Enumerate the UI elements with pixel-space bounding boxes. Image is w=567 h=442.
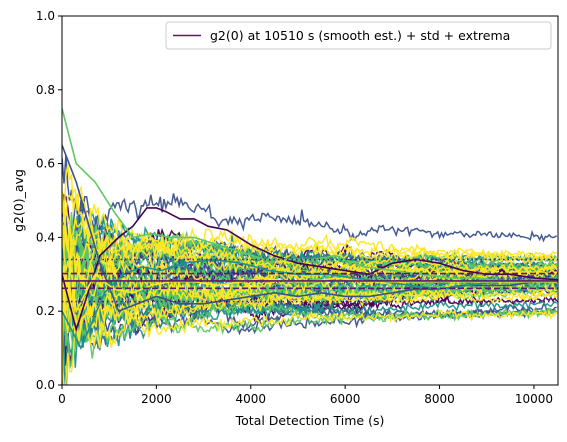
x-axis-ticks: 0 2000 4000 6000 8000 10000 [58,385,553,406]
x-tick-label: 0 [58,392,66,406]
series-line [62,308,558,385]
series-line [62,184,557,277]
series-line-key [62,207,558,333]
series-line-key [62,200,558,314]
series-line [62,208,557,270]
x-tick-label: 8000 [424,392,455,406]
legend-box [165,21,552,50]
plot-frame [61,15,559,386]
x-tick-label: 10000 [515,392,553,406]
y-tick-label: 1.0 [36,9,55,23]
legend-label: g2(0) at 10510 s (smooth est.) + std + e… [210,28,510,43]
x-tick-label: 2000 [141,392,172,406]
series-line [62,154,558,243]
y-tick-label: 0.0 [36,378,55,392]
x-axis-label: Total Detection Time (s) [235,413,385,428]
legend: g2(0) at 10510 s (smooth est.) + std + e… [165,21,552,50]
x-tick-label: 6000 [330,392,361,406]
reference-lines [62,258,558,303]
y-axis-ticks: 0.0 0.2 0.4 0.6 0.8 1.0 [36,9,62,392]
x-tick-label: 4000 [235,392,266,406]
series-line-key [62,108,558,283]
y-tick-label: 0.6 [36,157,55,171]
y-tick-label: 0.4 [36,230,55,244]
series-line [62,217,558,271]
y-axis-label: g2(0)_avg [11,169,26,232]
y-tick-label: 0.2 [36,304,55,318]
series-layer [62,108,558,385]
y-tick-label: 0.8 [36,83,55,97]
series-line [62,287,557,334]
series-line [62,266,558,334]
